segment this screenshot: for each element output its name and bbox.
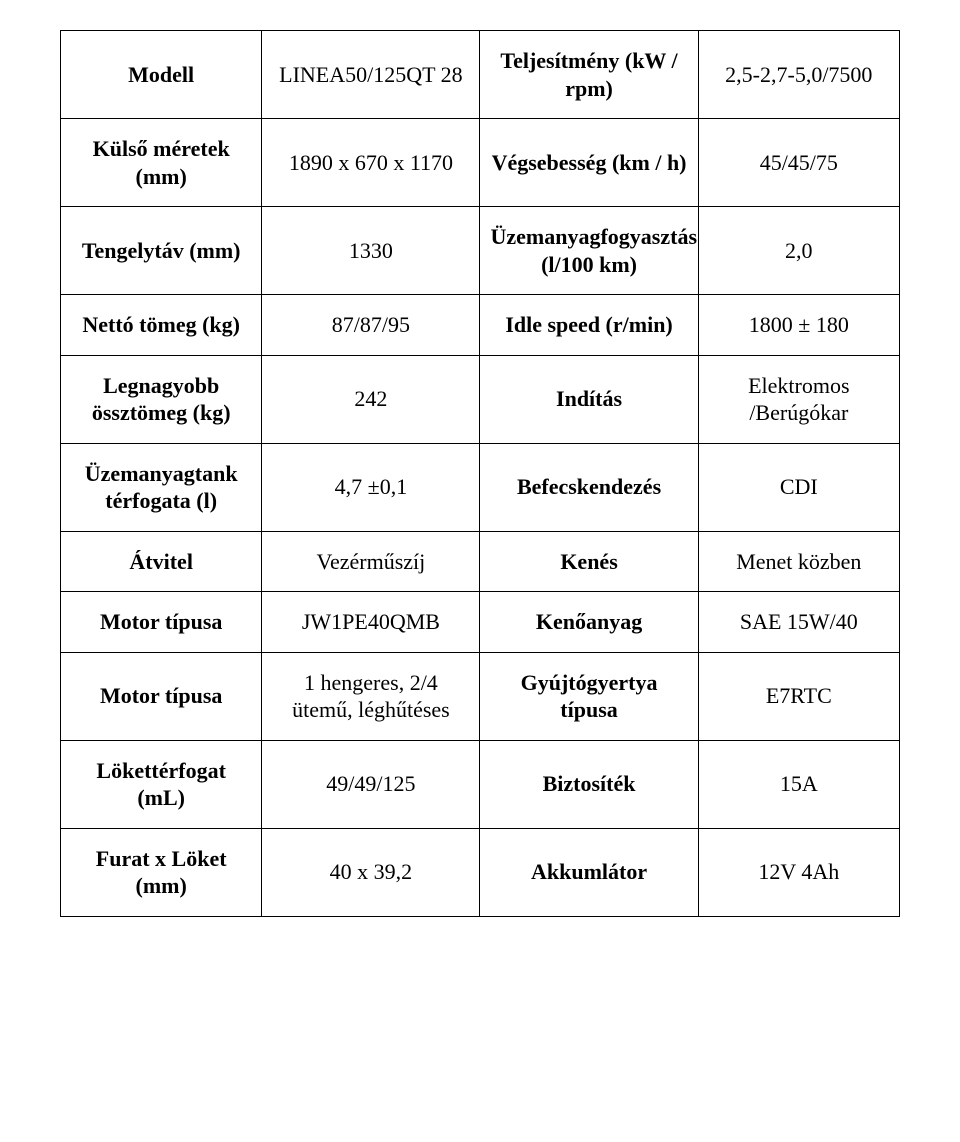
table-cell: Gyújtógyertya típusa (480, 652, 698, 740)
table-cell: 2,0 (698, 207, 899, 295)
table-cell: Idle speed (r/min) (480, 295, 698, 356)
table-cell: 15A (698, 740, 899, 828)
table-row: ModellLINEA50/125QT 28Teljesítmény (kW /… (61, 31, 900, 119)
table-cell: Nettó tömeg (kg) (61, 295, 262, 356)
table-cell: 12V 4Ah (698, 828, 899, 916)
table-cell: 1 hengeres, 2/4 ütemű, léghűtéses (262, 652, 480, 740)
table-cell: Indítás (480, 355, 698, 443)
table-cell: 1330 (262, 207, 480, 295)
table-cell: CDI (698, 443, 899, 531)
table-cell: 40 x 39,2 (262, 828, 480, 916)
table-cell: JW1PE40QMB (262, 592, 480, 653)
table-cell: Lökettérfogat (mL) (61, 740, 262, 828)
table-cell: Végsebesség (km / h) (480, 119, 698, 207)
table-cell: Modell (61, 31, 262, 119)
spec-table: ModellLINEA50/125QT 28Teljesítmény (kW /… (60, 30, 900, 917)
table-cell: 45/45/75 (698, 119, 899, 207)
table-cell: 49/49/125 (262, 740, 480, 828)
spec-table-body: ModellLINEA50/125QT 28Teljesítmény (kW /… (61, 31, 900, 917)
table-cell: Külső méretek (mm) (61, 119, 262, 207)
table-cell: E7RTC (698, 652, 899, 740)
table-cell: Teljesítmény (kW / rpm) (480, 31, 698, 119)
table-row: Legnagyobb össztömeg (kg)242IndításElekt… (61, 355, 900, 443)
table-row: Lökettérfogat (mL)49/49/125Biztosíték15A (61, 740, 900, 828)
table-row: Motor típusaJW1PE40QMBKenőanyagSAE 15W/4… (61, 592, 900, 653)
page: ModellLINEA50/125QT 28Teljesítmény (kW /… (0, 0, 960, 957)
table-cell: Biztosíték (480, 740, 698, 828)
table-cell: Üzemanyagfogyasztás (l/100 km) (480, 207, 698, 295)
table-cell: Motor típusa (61, 592, 262, 653)
table-cell: Üzemanyagtank térfogata (l) (61, 443, 262, 531)
table-cell: Menet közben (698, 531, 899, 592)
table-row: Külső méretek (mm)1890 x 670 x 1170Végse… (61, 119, 900, 207)
table-row: Motor típusa1 hengeres, 2/4 ütemű, léghű… (61, 652, 900, 740)
table-cell: Átvitel (61, 531, 262, 592)
table-cell: Furat x Löket (mm) (61, 828, 262, 916)
table-row: ÁtvitelVezérműszíjKenésMenet közben (61, 531, 900, 592)
table-row: Tengelytáv (mm)1330Üzemanyagfogyasztás (… (61, 207, 900, 295)
table-cell: Kenőanyag (480, 592, 698, 653)
table-cell: Motor típusa (61, 652, 262, 740)
table-cell: 4,7 ±0,1 (262, 443, 480, 531)
table-cell: Akkumlátor (480, 828, 698, 916)
table-cell: Legnagyobb össztömeg (kg) (61, 355, 262, 443)
table-cell: Elektromos /Berúgókar (698, 355, 899, 443)
table-cell: Kenés (480, 531, 698, 592)
table-cell: Befecskendezés (480, 443, 698, 531)
table-row: Furat x Löket (mm)40 x 39,2Akkumlátor12V… (61, 828, 900, 916)
table-row: Nettó tömeg (kg)87/87/95Idle speed (r/mi… (61, 295, 900, 356)
table-cell: Vezérműszíj (262, 531, 480, 592)
table-cell: Tengelytáv (mm) (61, 207, 262, 295)
table-cell: 1800 ± 180 (698, 295, 899, 356)
table-cell: LINEA50/125QT 28 (262, 31, 480, 119)
table-cell: 242 (262, 355, 480, 443)
table-cell: 1890 x 670 x 1170 (262, 119, 480, 207)
table-cell: 87/87/95 (262, 295, 480, 356)
table-cell: SAE 15W/40 (698, 592, 899, 653)
table-cell: 2,5-2,7-5,0/7500 (698, 31, 899, 119)
table-row: Üzemanyagtank térfogata (l)4,7 ±0,1Befec… (61, 443, 900, 531)
